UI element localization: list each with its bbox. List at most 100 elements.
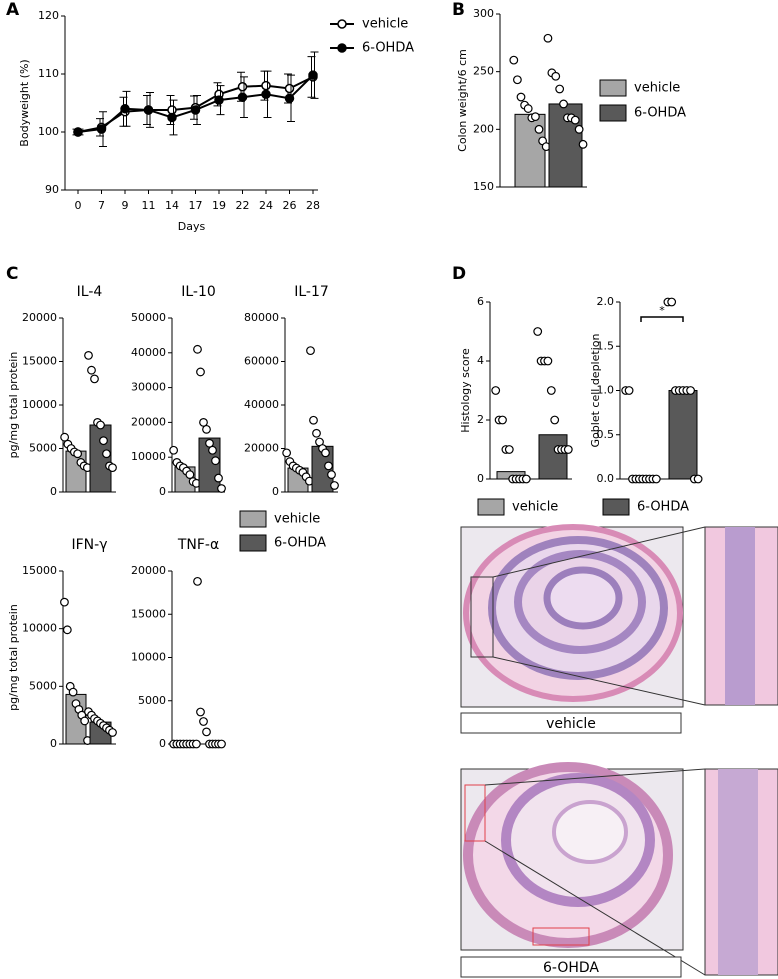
panel-letter: C	[6, 264, 18, 284]
tissue	[725, 527, 755, 705]
legend-label: 6-OHDA	[362, 41, 414, 56]
tissue	[552, 800, 628, 864]
y-tick-label: 90	[45, 183, 59, 196]
y-tick-label: 10000	[131, 651, 166, 664]
significance-label: *	[659, 304, 665, 317]
point	[651, 474, 661, 484]
chart-title: TNF-α	[177, 537, 219, 553]
y-tick-label: 20000	[131, 564, 166, 577]
y-tick-label: 20000	[244, 442, 279, 455]
y-tick-label: 10000	[22, 398, 57, 411]
point	[531, 112, 540, 122]
point	[193, 576, 202, 586]
point	[555, 84, 565, 94]
y-axis-label: Histology score	[459, 348, 472, 433]
point	[550, 415, 560, 425]
y-tick-label: 5000	[138, 694, 166, 707]
point	[96, 420, 105, 430]
y-tick-label: 20000	[131, 415, 166, 428]
y-tick-label: 1.0	[597, 384, 615, 397]
point	[312, 428, 321, 438]
point	[330, 481, 339, 490]
point	[624, 386, 634, 395]
point	[559, 99, 568, 109]
point	[523, 104, 533, 113]
zoom-box	[532, 927, 590, 946]
chart-title: IL-17	[294, 284, 329, 300]
point	[509, 55, 519, 65]
point	[202, 424, 211, 434]
x-tick-label: 0	[75, 199, 82, 212]
y-tick-label: 250	[473, 65, 494, 78]
histology-vehicle: vehicle	[460, 524, 778, 734]
point	[90, 374, 99, 384]
point	[208, 445, 217, 455]
legend-swatch	[599, 79, 627, 97]
significance-bracket	[640, 316, 684, 322]
x-tick-label: 9	[122, 199, 129, 212]
y-tick-label: 300	[473, 7, 494, 20]
point	[284, 93, 295, 104]
caption-box	[460, 956, 682, 978]
point	[193, 344, 202, 354]
y-tick-label: 50000	[131, 311, 166, 324]
point	[513, 75, 522, 85]
zoom-line	[492, 656, 706, 706]
y-tick-label: 0	[159, 737, 166, 750]
point	[504, 445, 514, 454]
legend-label: vehicle	[512, 500, 558, 515]
legend-label: vehicle	[362, 17, 408, 32]
y-tick-label: 1.5	[597, 339, 615, 352]
point	[143, 105, 154, 115]
point	[73, 127, 83, 137]
y-tick-label: 0	[50, 737, 57, 750]
image-caption: 6-OHDA	[543, 960, 599, 976]
point	[60, 597, 69, 607]
point	[261, 80, 271, 91]
point	[87, 365, 96, 375]
point	[309, 415, 318, 425]
point	[563, 445, 573, 454]
point	[73, 449, 83, 459]
point	[570, 115, 580, 125]
bar	[538, 434, 568, 480]
y-tick-label: 5000	[29, 442, 57, 455]
point	[60, 432, 70, 442]
y-tick-label: 30000	[131, 381, 166, 394]
tissue	[543, 566, 623, 630]
legend-marker	[337, 43, 347, 53]
y-tick-label: 0	[159, 485, 166, 498]
y-tick-label: 120	[38, 9, 59, 22]
zoom-box	[464, 784, 486, 842]
point	[237, 82, 248, 92]
y-axis-label: Goblet cell depletion	[589, 334, 602, 448]
y-tick-label: 15000	[131, 607, 166, 620]
zoom-line	[484, 840, 706, 976]
x-tick-label: 22	[236, 199, 250, 212]
caption-box	[460, 712, 682, 734]
y-tick-label: 5000	[29, 679, 57, 692]
y-tick-label: 60000	[244, 355, 279, 368]
zoom-line	[484, 768, 706, 786]
point	[516, 92, 526, 102]
point	[543, 33, 553, 43]
point	[521, 474, 531, 484]
point	[284, 83, 295, 94]
legend-label: 6-OHDA	[637, 500, 689, 515]
x-tick-label: 11	[142, 199, 156, 212]
x-tick-label: 19	[212, 199, 226, 212]
point	[534, 124, 544, 134]
y-axis-label: pg/mg total protein	[7, 604, 20, 711]
point	[68, 687, 78, 697]
point	[308, 70, 318, 80]
point	[324, 461, 333, 471]
y-tick-label: 0.0	[597, 472, 615, 485]
point	[217, 484, 226, 493]
point	[551, 71, 561, 81]
point	[533, 327, 543, 336]
point	[96, 124, 107, 134]
legend-swatch	[602, 498, 630, 516]
legend-label: vehicle	[634, 81, 680, 96]
histology-6ohda: 6-OHDA	[460, 762, 778, 978]
point	[80, 716, 90, 726]
